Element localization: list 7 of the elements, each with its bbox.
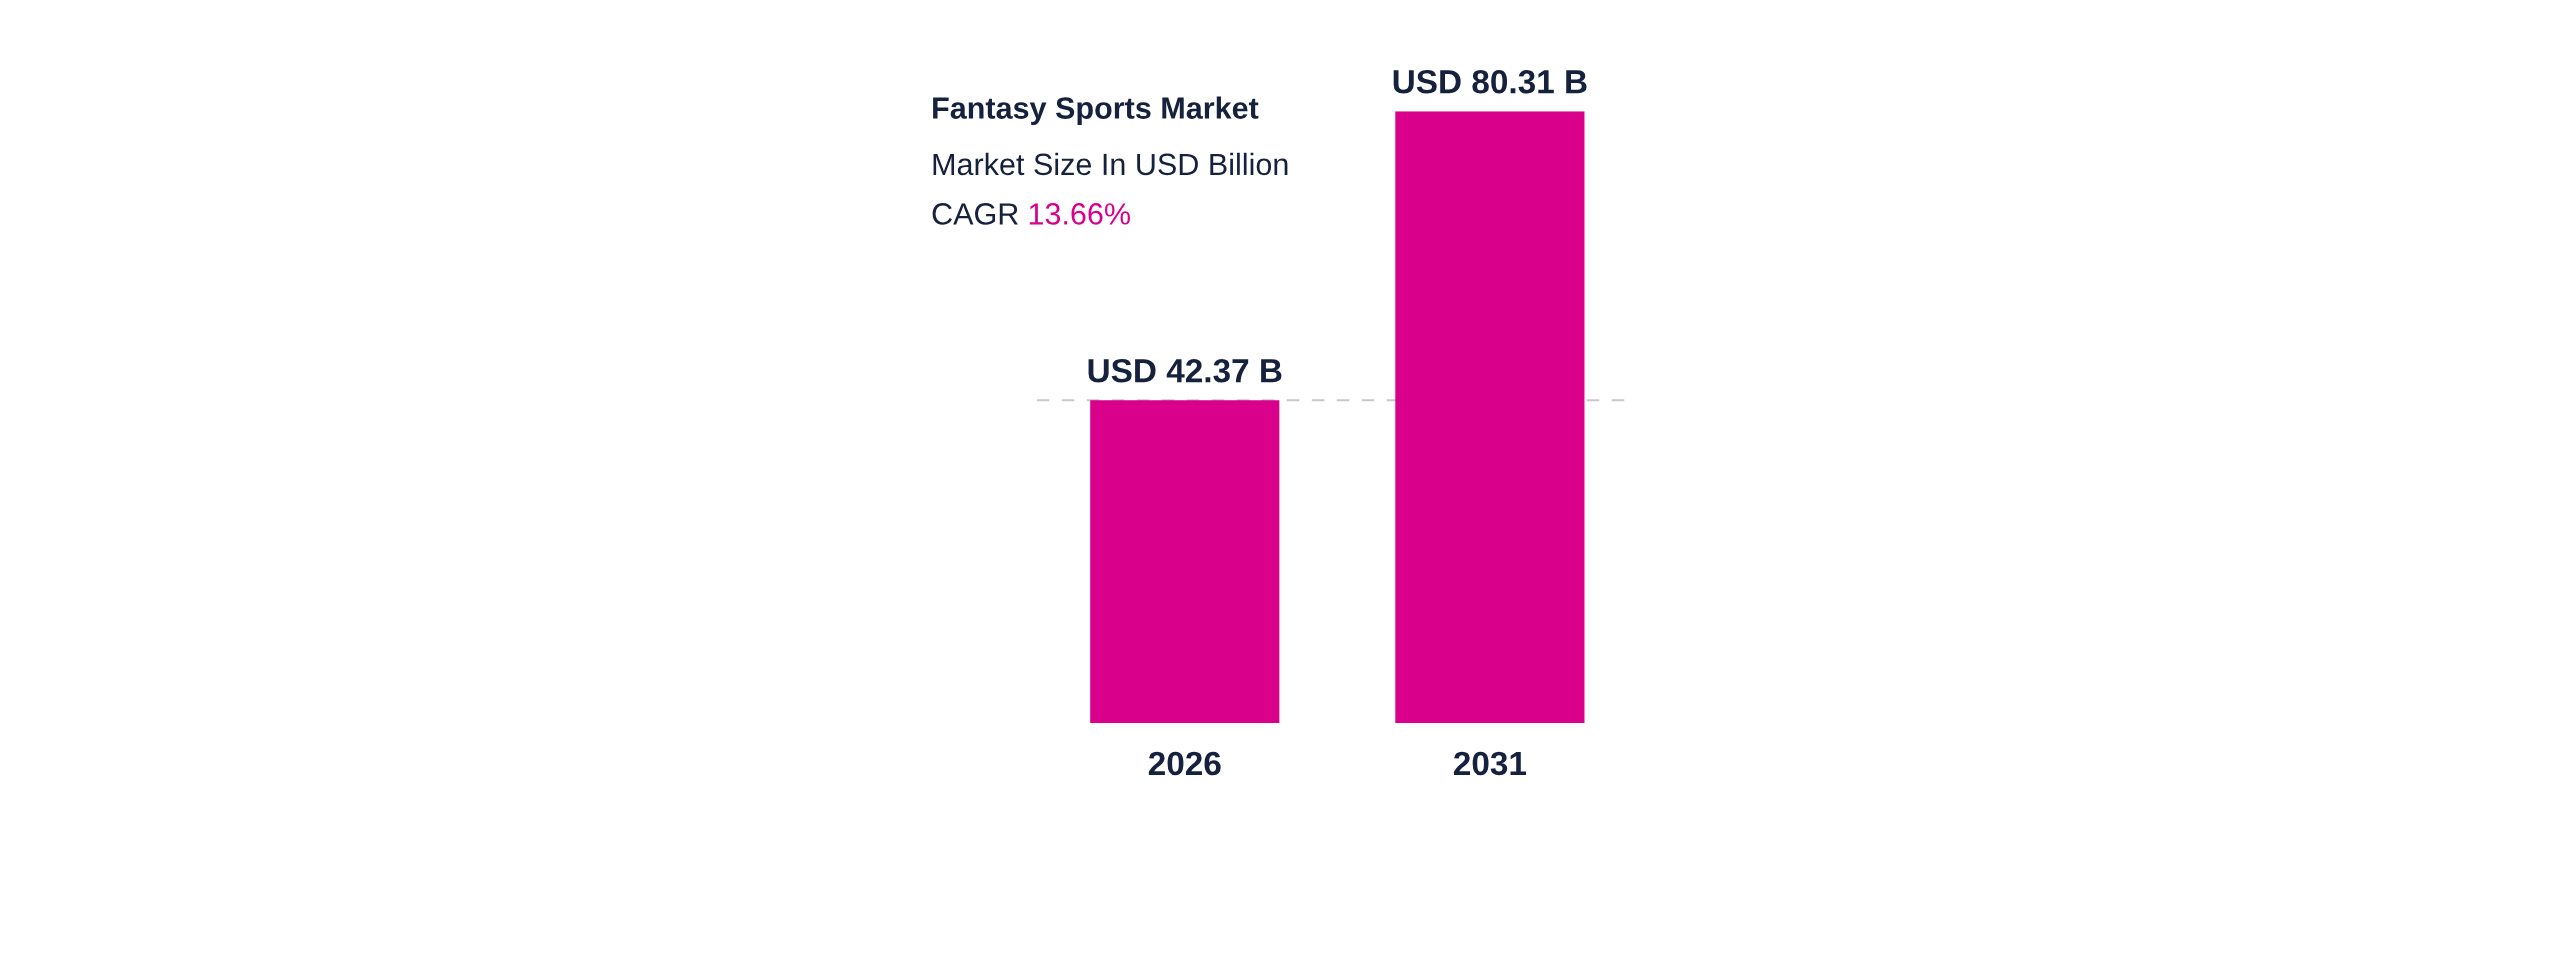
text: Market Size In USD Billion — [933, 152, 1288, 176]
chart-title: Fantasy Sports Market — [933, 96, 1259, 125]
x-tick-label: 2026 — [1148, 751, 1221, 776]
data-label: USD 42.37 B — [1088, 358, 1282, 383]
data-label: USD 80.31 B — [1393, 69, 1587, 94]
x-tick-label: 2031 — [1453, 751, 1527, 776]
annotation: CAGR 13.66% — [932, 203, 1130, 225]
